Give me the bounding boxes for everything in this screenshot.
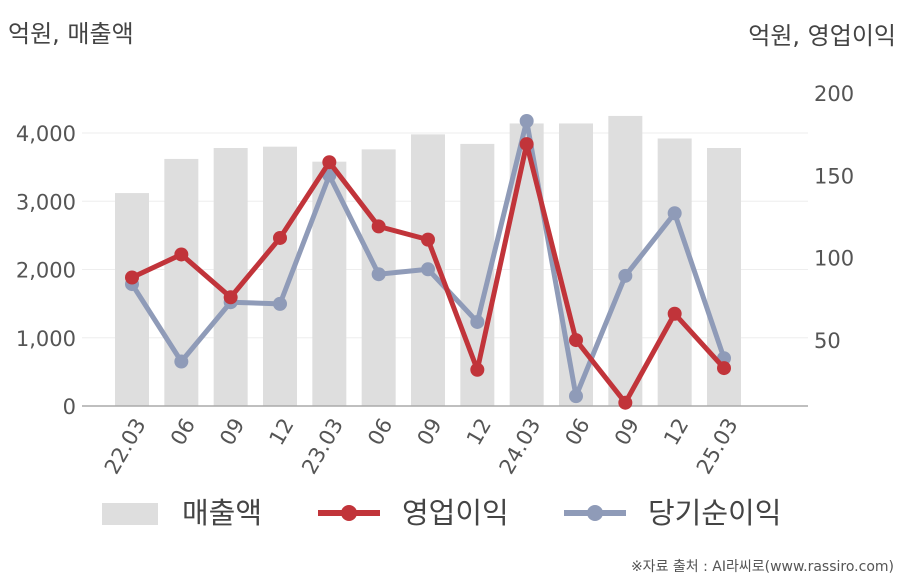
left-tick-label: 2,000 xyxy=(16,259,76,283)
x-tick-label: 06 xyxy=(363,414,397,449)
x-tick-label: 23.03 xyxy=(297,414,348,478)
x-tick-label: 24.03 xyxy=(495,414,546,478)
net-profit-point xyxy=(371,267,386,282)
x-tick-label: 25.03 xyxy=(692,414,743,478)
left-tick-label: 0 xyxy=(63,395,76,419)
net-profit-point xyxy=(273,296,287,311)
net-profit-point xyxy=(174,354,189,369)
operating-profit-point xyxy=(470,362,485,377)
revenue-bar xyxy=(657,138,692,406)
left-tick-label: 4,000 xyxy=(16,122,76,146)
operating-profit-point xyxy=(519,137,534,152)
operating-profit-point xyxy=(618,395,633,410)
x-tick-label: 09 xyxy=(215,414,249,449)
x-tick-label: 12 xyxy=(265,414,299,449)
net-profit-point xyxy=(667,206,682,221)
net-profit-point xyxy=(421,262,435,277)
left-tick-label: 3,000 xyxy=(16,190,76,214)
x-tick-label: 12 xyxy=(462,414,496,449)
right-tick-label: 150 xyxy=(814,164,854,188)
x-tick-label: 12 xyxy=(659,414,693,449)
operating-profit-point xyxy=(421,232,435,247)
x-tick-label: 06 xyxy=(166,414,200,449)
operating-profit-point xyxy=(717,361,731,376)
revenue-bar xyxy=(213,148,248,406)
legend-revenue-label: 매출액 xyxy=(182,496,262,530)
legend-operating-profit-swatch-marker xyxy=(341,505,357,521)
operating-profit-point xyxy=(125,270,139,285)
net-profit-point xyxy=(519,114,534,129)
operating-profit-point xyxy=(667,306,682,321)
net-profit-point xyxy=(470,314,485,329)
legend: 매출액 영업이익 당기순이익 xyxy=(102,496,781,530)
operating-profit-point xyxy=(322,155,337,170)
right-tick-label: 50 xyxy=(814,329,841,353)
profit-lines xyxy=(125,114,731,410)
legend-operating-profit-label: 영업이익 xyxy=(402,496,509,530)
right-axis-unit: 억원, 영업이익 xyxy=(748,22,896,50)
operating-profit-point xyxy=(569,333,583,348)
source-note: ※자료 출처 : AI라씨로(www.rassiro.com) xyxy=(630,559,894,575)
left-tick-label: 1,000 xyxy=(16,327,76,351)
operating-profit-point xyxy=(223,290,238,305)
x-tick-label: 09 xyxy=(610,414,644,449)
legend-revenue-swatch xyxy=(102,503,158,525)
operating-profit-point xyxy=(174,247,189,262)
operating-profit-point xyxy=(371,219,386,234)
legend-net-profit-swatch-marker xyxy=(587,505,603,521)
revenue-bar xyxy=(164,158,199,406)
net-profit-point xyxy=(618,268,633,283)
right-tick-label: 200 xyxy=(814,82,854,106)
net-profit-point xyxy=(569,389,583,404)
revenue-bar xyxy=(559,123,593,406)
x-tick-label: 22.03 xyxy=(100,414,151,478)
legend-net-profit-label: 당기순이익 xyxy=(648,496,781,530)
x-tick-label: 09 xyxy=(413,414,447,449)
operating-profit-point xyxy=(273,230,287,245)
right-tick-label: 100 xyxy=(814,247,854,271)
x-tick-label: 06 xyxy=(561,414,595,449)
left-axis-unit: 억원, 매출액 xyxy=(8,20,134,48)
